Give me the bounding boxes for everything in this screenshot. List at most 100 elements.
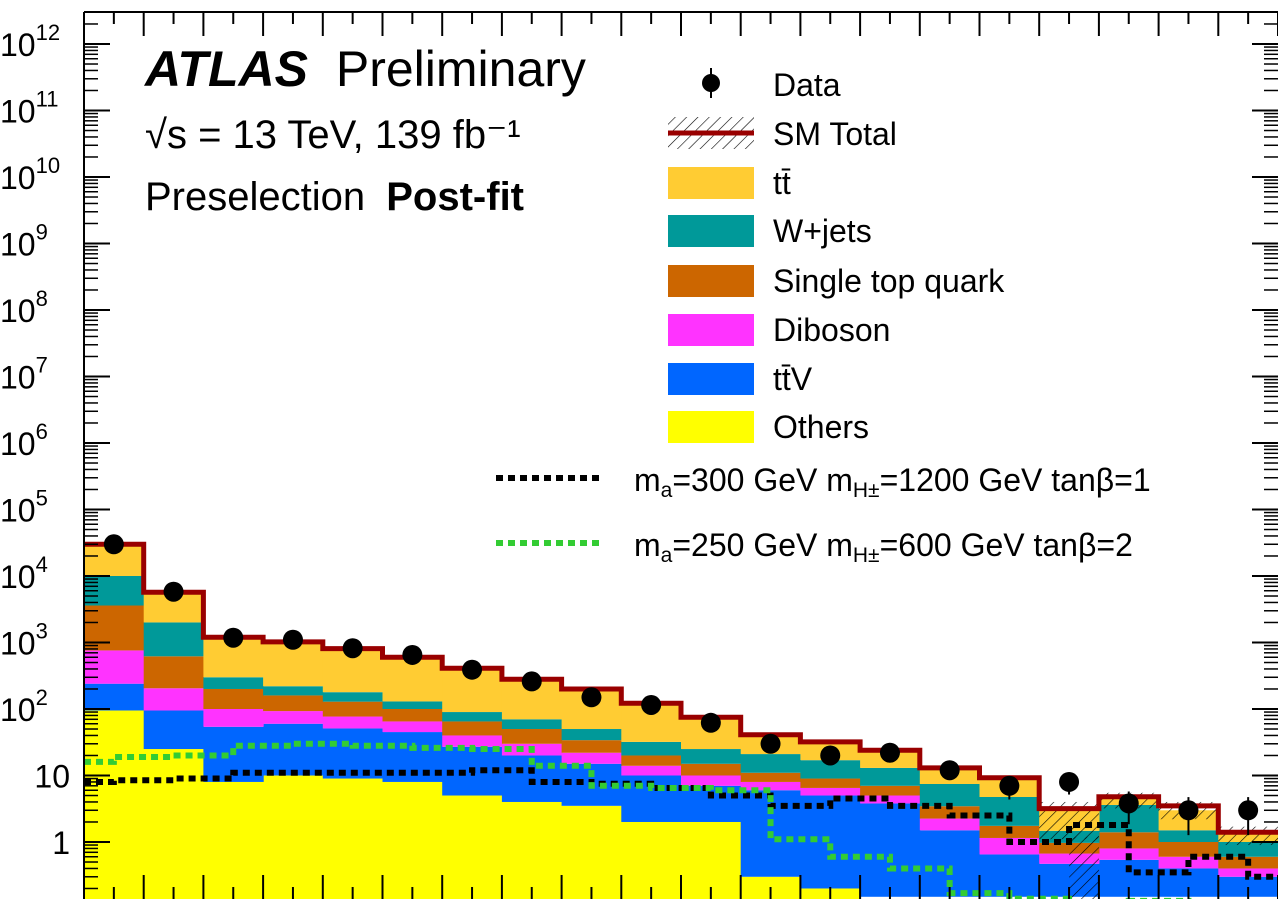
data-point-10: [700, 712, 721, 733]
bar-singletop-bin-11: [740, 772, 801, 782]
bar-others-bin-1: [143, 749, 204, 899]
legend-label-signal-2: ma=250 GeV mH±=600 GeV tanβ=2: [634, 527, 1133, 567]
bar-diboson-bin-8: [561, 752, 622, 764]
data-point-13: [879, 742, 900, 763]
y-tick-label: 106: [0, 419, 48, 462]
legend-label-diboson: Diboson: [773, 312, 890, 348]
data-points: [103, 534, 1259, 836]
legend-label-wjets: W+jets: [773, 213, 872, 249]
bar-others-bin-4: [322, 778, 384, 899]
legend-swatch-single-top: [668, 265, 754, 297]
bar-singletop-bin-2: [203, 688, 264, 709]
bar-wjets-bin-1: [143, 622, 204, 657]
bar-singletop-bin-4: [322, 701, 384, 717]
bar-singletop-bin-3: [263, 695, 324, 712]
bar-others-bin-3: [263, 775, 324, 899]
bar-wjets-bin-19: [1218, 842, 1278, 857]
legend-item-ttbar: tt̄: [668, 165, 791, 201]
bar-wjets-bin-7: [501, 719, 563, 730]
bar-wjets-bin-18: [1158, 830, 1219, 842]
data-point-8: [581, 687, 602, 708]
y-tick-label: 105: [0, 486, 48, 529]
bar-wjets-bin-9: [621, 741, 682, 756]
fit-state-label: Post-fit: [386, 175, 524, 219]
bar-singletop-bin-1: [143, 656, 204, 689]
legend-item-data: Data: [702, 67, 841, 103]
legend-label-signal-1: ma=300 GeV mH±=1200 GeV tanβ=1: [634, 462, 1151, 502]
bar-wjets-bin-6: [442, 712, 503, 722]
x-axis-ticks: [83, 12, 1278, 899]
legend-swatch-ttv: [668, 363, 754, 395]
y-tick-label: 10: [34, 759, 70, 795]
y-tick-label: 1: [52, 825, 70, 861]
bar-others-bin-2: [203, 781, 264, 899]
bar-singletop-bin-17: [1098, 832, 1160, 849]
data-point-7: [521, 671, 542, 692]
bar-singletop-bin-10: [681, 763, 742, 776]
energy-lumi-label: √s = 13 TeV, 139 fb⁻¹: [145, 113, 521, 157]
legend-label-sm-total: SM Total: [773, 116, 897, 152]
bar-wjets-bin-11: [740, 754, 801, 773]
bar-diboson-bin-1: [143, 688, 204, 711]
region-label: Preselection: [145, 175, 365, 219]
data-point-6: [462, 659, 483, 680]
bar-singletop-bin-7: [501, 729, 563, 744]
legend-swatch-diboson: [668, 314, 754, 346]
data-point-16: [1059, 771, 1080, 792]
legend: Data SM Total tt̄ W+jets Single top quar…: [496, 67, 1151, 567]
data-point-0: [103, 534, 124, 555]
bar-diboson-bin-11: [740, 781, 801, 791]
bar-wjets-bin-13: [860, 767, 921, 786]
bar-diboson-bin-6: [442, 735, 503, 747]
bar-diboson-bin-2: [203, 709, 264, 727]
signal-1-line: [84, 767, 1278, 880]
y-tick-label: 109: [0, 220, 48, 263]
background-stack: [84, 544, 1278, 899]
data-point-5: [402, 644, 423, 665]
atlas-status: Preliminary: [336, 41, 586, 97]
bar-others-bin-8: [561, 805, 622, 899]
data-point-4: [342, 638, 363, 659]
bar-singletop-bin-13: [860, 785, 921, 796]
bar-wjets-bin-8: [561, 729, 622, 741]
legend-item-others: Others: [668, 409, 869, 445]
legend-item-single-top: Single top quark: [668, 263, 1005, 299]
y-tick-label: 108: [0, 286, 48, 329]
bar-diboson-bin-10: [681, 775, 742, 786]
data-point-11: [760, 733, 781, 754]
bar-diboson-bin-3: [263, 711, 324, 724]
bar-diboson-bin-13: [860, 795, 921, 804]
atlas-experiment: ATLAS: [143, 41, 308, 97]
legend-label-data: Data: [773, 67, 841, 103]
y-tick-label: 104: [0, 552, 48, 595]
bar-singletop-bin-18: [1158, 842, 1219, 857]
bar-ttv-bin-13: [860, 803, 921, 897]
bar-wjets-bin-5: [382, 701, 443, 709]
bar-others-bin-5: [382, 781, 443, 899]
data-point-12: [820, 745, 841, 766]
bar-ttv-bin-3: [263, 723, 324, 776]
legend-label-ttbar: tt̄: [773, 165, 791, 201]
data-point-17: [1118, 793, 1139, 814]
legend-item-diboson: Diboson: [668, 312, 890, 348]
bar-diboson-bin-9: [621, 765, 682, 776]
legend-item-ttv: tt̄V: [668, 361, 813, 397]
legend-swatch-ttbar: [668, 167, 754, 199]
bar-diboson-bin-0: [84, 650, 145, 684]
bar-ttv-bin-1: [143, 710, 204, 750]
legend-label-others: Others: [773, 409, 869, 445]
legend-label-ttv: tt̄V: [773, 361, 813, 397]
data-point-15: [999, 775, 1020, 796]
signal-2-line: [84, 740, 1192, 899]
bar-others-bin-0: [84, 710, 145, 899]
data-point-14: [939, 760, 960, 781]
y-tick-label: 1011: [0, 87, 58, 130]
bar-diboson-bin-12: [800, 787, 861, 796]
data-point-18: [1178, 800, 1199, 821]
legend-label-single-top: Single top quark: [773, 263, 1005, 299]
y-tick-label: 102: [0, 685, 48, 728]
bar-singletop-bin-5: [382, 709, 443, 722]
data-point-19: [1238, 800, 1259, 821]
data-point-2: [223, 627, 244, 648]
